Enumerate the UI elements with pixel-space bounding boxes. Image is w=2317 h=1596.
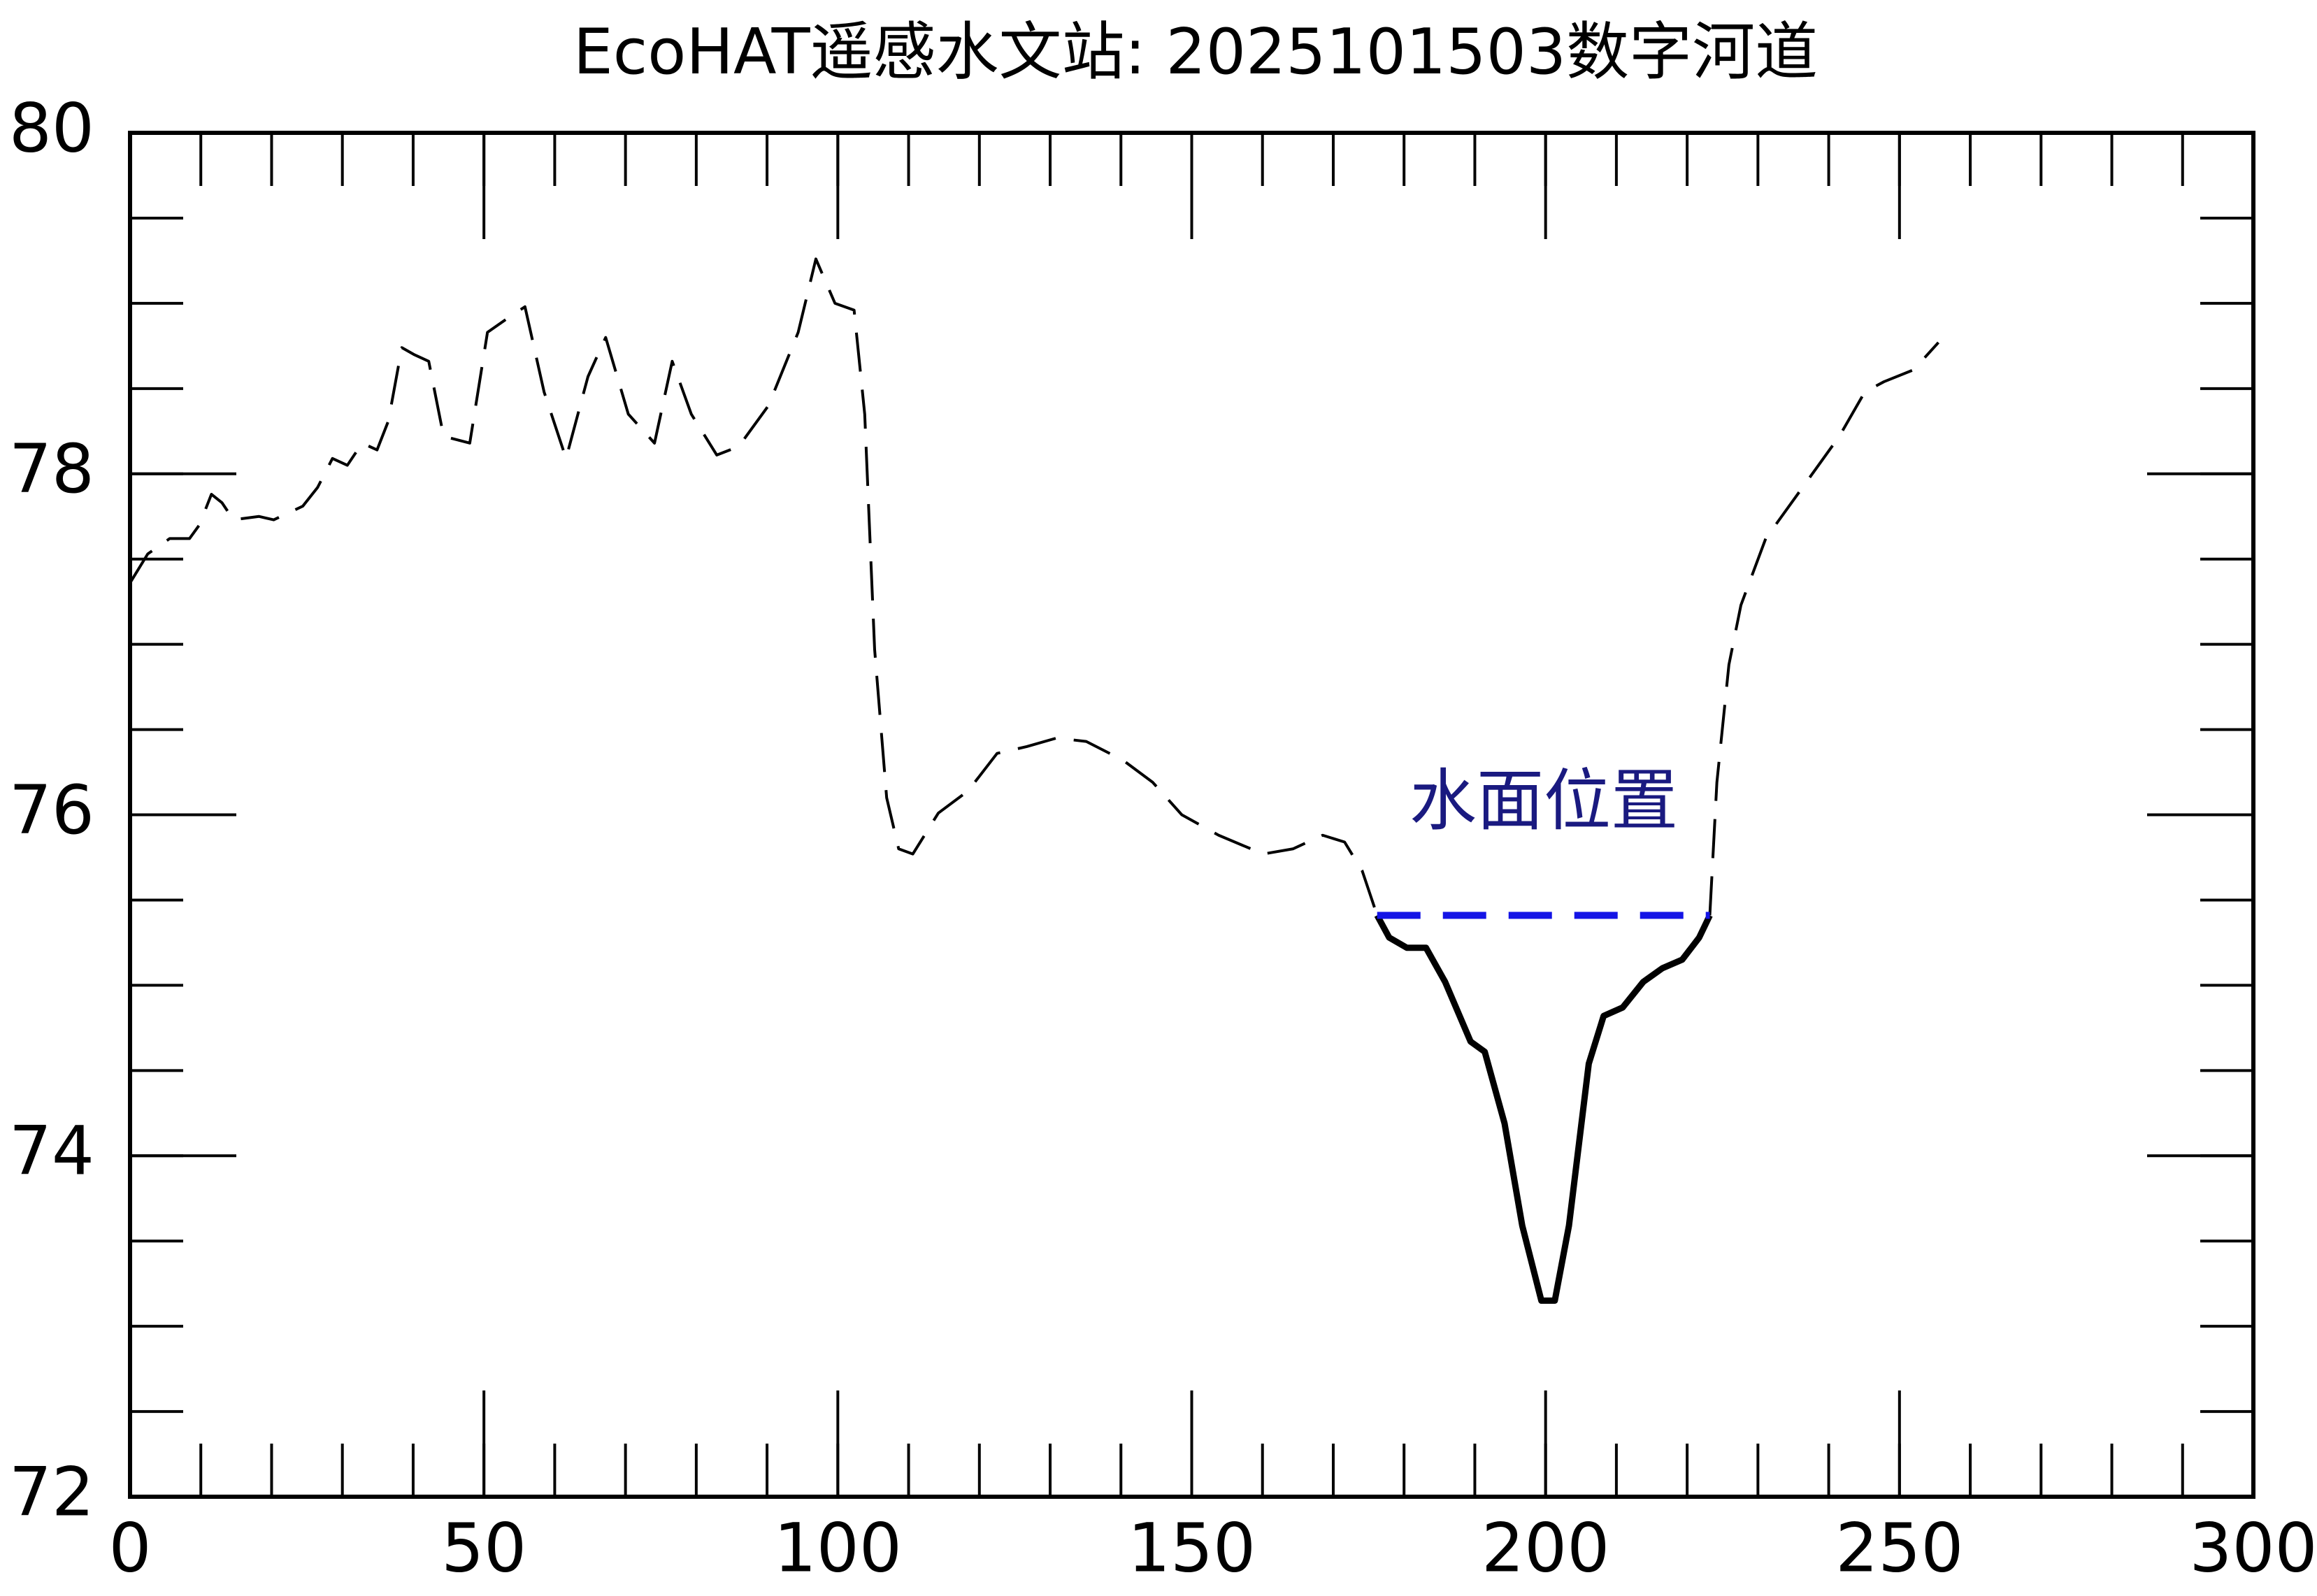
y-tick-label: 74 [9, 1112, 94, 1191]
x-tick-label: 50 [441, 1509, 526, 1587]
x-tick-label: 100 [774, 1509, 902, 1587]
y-tick-label: 72 [9, 1453, 94, 1531]
x-tick-label: 150 [1128, 1509, 1256, 1587]
annotation: 水面位置 [1409, 761, 1678, 840]
plot-frame [128, 131, 2255, 1499]
x-tick-label: 250 [1835, 1509, 1963, 1587]
line [129, 257, 1379, 916]
y-tick-label: 78 [9, 430, 94, 508]
y-tick-label: 76 [9, 771, 94, 849]
line [1374, 914, 1713, 1304]
chart-title: EcoHAT遥感水文站: 2025101503数字河道 [573, 15, 1818, 89]
x-tick-label: 300 [2189, 1509, 2317, 1587]
x-tick-label: 0 [108, 1509, 151, 1587]
x-tick-label: 200 [1482, 1509, 1609, 1587]
line [1708, 341, 1939, 916]
y-tick-label: 80 [9, 89, 94, 167]
